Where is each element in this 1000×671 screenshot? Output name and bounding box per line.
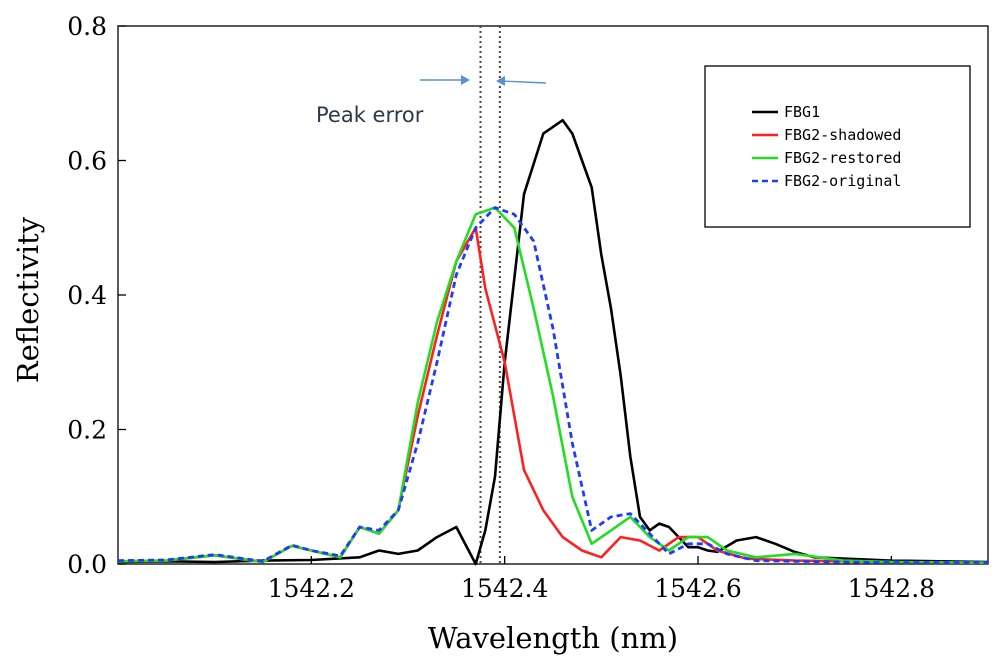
right-arrow-line	[499, 80, 547, 84]
x-tick-label: 1542.6	[654, 574, 741, 603]
legend: FBG1 FBG2-shadowed FBG2-restored FBG2-origi…	[704, 65, 971, 228]
y-tick-label: 0.0	[67, 550, 107, 579]
y-tick-label: 0.2	[67, 416, 107, 445]
series-group	[117, 118, 989, 566]
x-tick-label: 1542.2	[268, 574, 355, 603]
x-tick-label: 1542.8	[848, 574, 935, 603]
legend-items: FBG1 FBG2-shadowed FBG2-restored FBG2-origi…	[752, 103, 901, 190]
x-tick-label: 1542.4	[461, 574, 548, 603]
y-tick-label: 0.8	[67, 12, 107, 41]
y-axis-title: Reflectivity	[11, 216, 45, 383]
axis-ticks: 1542.2 1542.4 1542.6 1542.8 0.0 0.2 0.4 0.6 0.8	[67, 12, 935, 603]
left-arrow-head	[461, 75, 470, 85]
legend-box	[704, 65, 971, 228]
series-line-fbg1	[117, 118, 989, 566]
peak-error-label: Peak error	[316, 103, 424, 127]
right-arrow-head	[496, 76, 505, 86]
x-axis-title: Wavelength (nm)	[428, 621, 678, 655]
y-tick-label: 0.6	[67, 147, 107, 176]
series-line-fbg2-original	[117, 206, 988, 565]
legend-label: FBG1	[784, 103, 820, 121]
legend-label: FBG2-original	[784, 172, 901, 190]
legend-label: FBG2-shadowed	[784, 126, 901, 144]
legend-label: FBG2-restored	[784, 149, 901, 167]
y-tick-label: 0.4	[67, 281, 107, 310]
peak-error-annotation: Peak error	[316, 75, 547, 127]
